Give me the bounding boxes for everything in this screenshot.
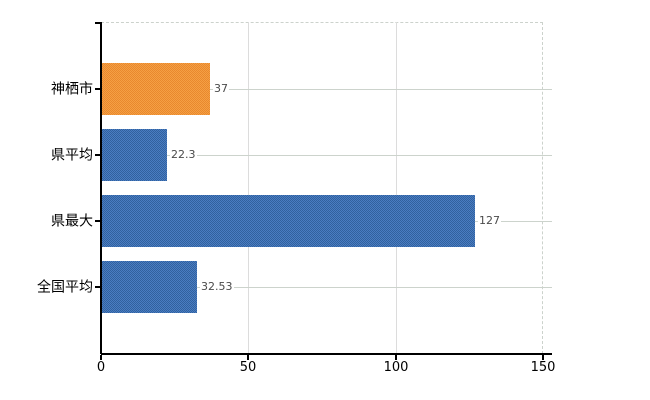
category-gridline [101,155,552,156]
category-label: 全国平均 [37,279,93,296]
bar[interactable] [101,129,167,181]
x-tick-label: 50 [239,360,257,375]
bar[interactable] [101,261,197,313]
x-tick-label: 150 [530,360,556,375]
y-axis [100,22,102,354]
x-tick-label: 100 [383,360,409,375]
value-label: 37 [213,81,229,97]
bar[interactable] [101,195,475,247]
y-tick [95,154,101,156]
x-tick [542,355,544,360]
vertical-gridline [248,22,249,353]
x-tick [247,355,249,360]
plot-area [101,22,543,354]
category-gridline [101,287,552,288]
y-tick [95,286,101,288]
x-tick-label: 0 [96,360,106,375]
x-tick [100,355,102,360]
vertical-gridline [396,22,397,353]
value-label: 32.53 [200,279,234,295]
y-axis-top-tick [95,22,101,24]
value-label: 127 [478,213,501,229]
x-axis [101,353,552,355]
bar[interactable] [101,63,210,115]
category-label: 県最大 [51,213,93,230]
category-gridline [101,89,552,90]
y-tick [95,88,101,90]
category-label: 県平均 [51,147,93,164]
value-label: 22.3 [170,147,197,163]
y-tick [95,220,101,222]
x-tick [395,355,397,360]
category-label: 神栖市 [51,81,93,98]
